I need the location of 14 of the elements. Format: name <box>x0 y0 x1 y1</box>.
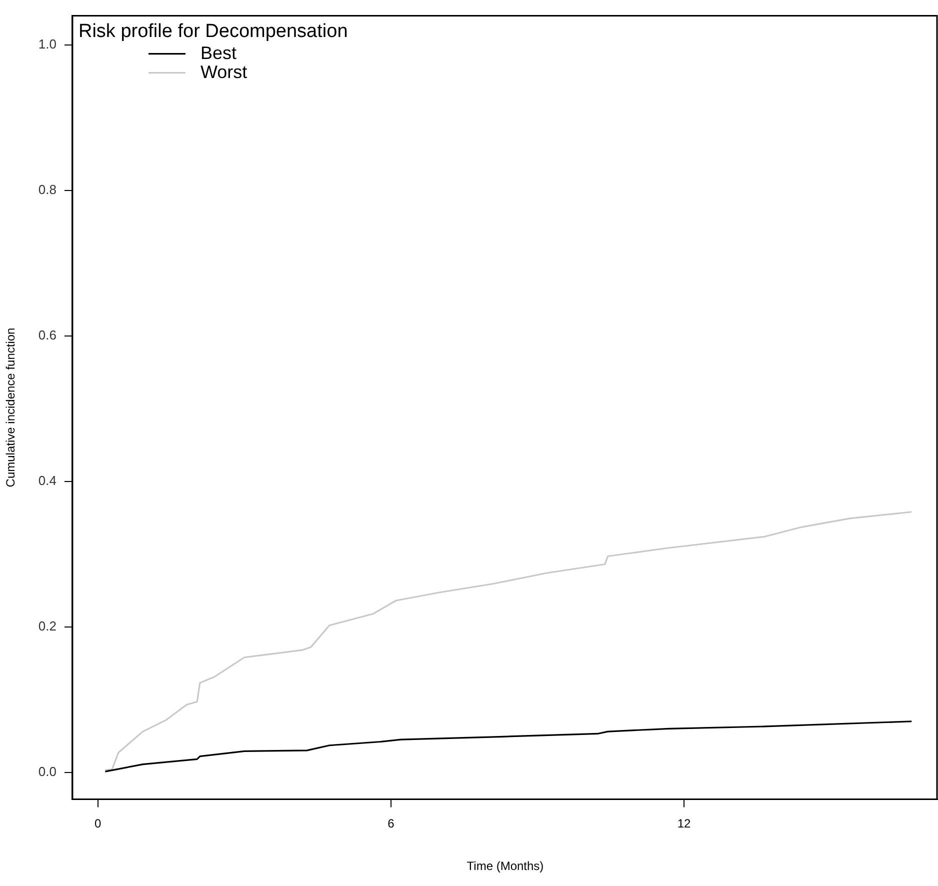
y-tick-label: 0.0 <box>38 764 56 779</box>
y-tick-label: 0.2 <box>38 618 56 634</box>
legend-label: Worst <box>200 62 248 82</box>
x-tick-label: 0 <box>94 816 102 831</box>
y-tick-label: 1.0 <box>38 36 56 52</box>
y-tick-label: 0.6 <box>38 327 56 342</box>
y-axis-title: Cumulative incidence function <box>4 328 18 488</box>
y-tick-label: 0.4 <box>38 472 56 488</box>
x-axis-title: Time (Months) <box>466 859 544 874</box>
x-tick-label: 6 <box>388 816 395 831</box>
legend-label: Best <box>200 42 237 63</box>
x-tick-label: 12 <box>677 816 691 831</box>
y-tick-label: 0.8 <box>38 182 56 197</box>
legend-title: Risk profile for Decompensation <box>78 21 348 42</box>
